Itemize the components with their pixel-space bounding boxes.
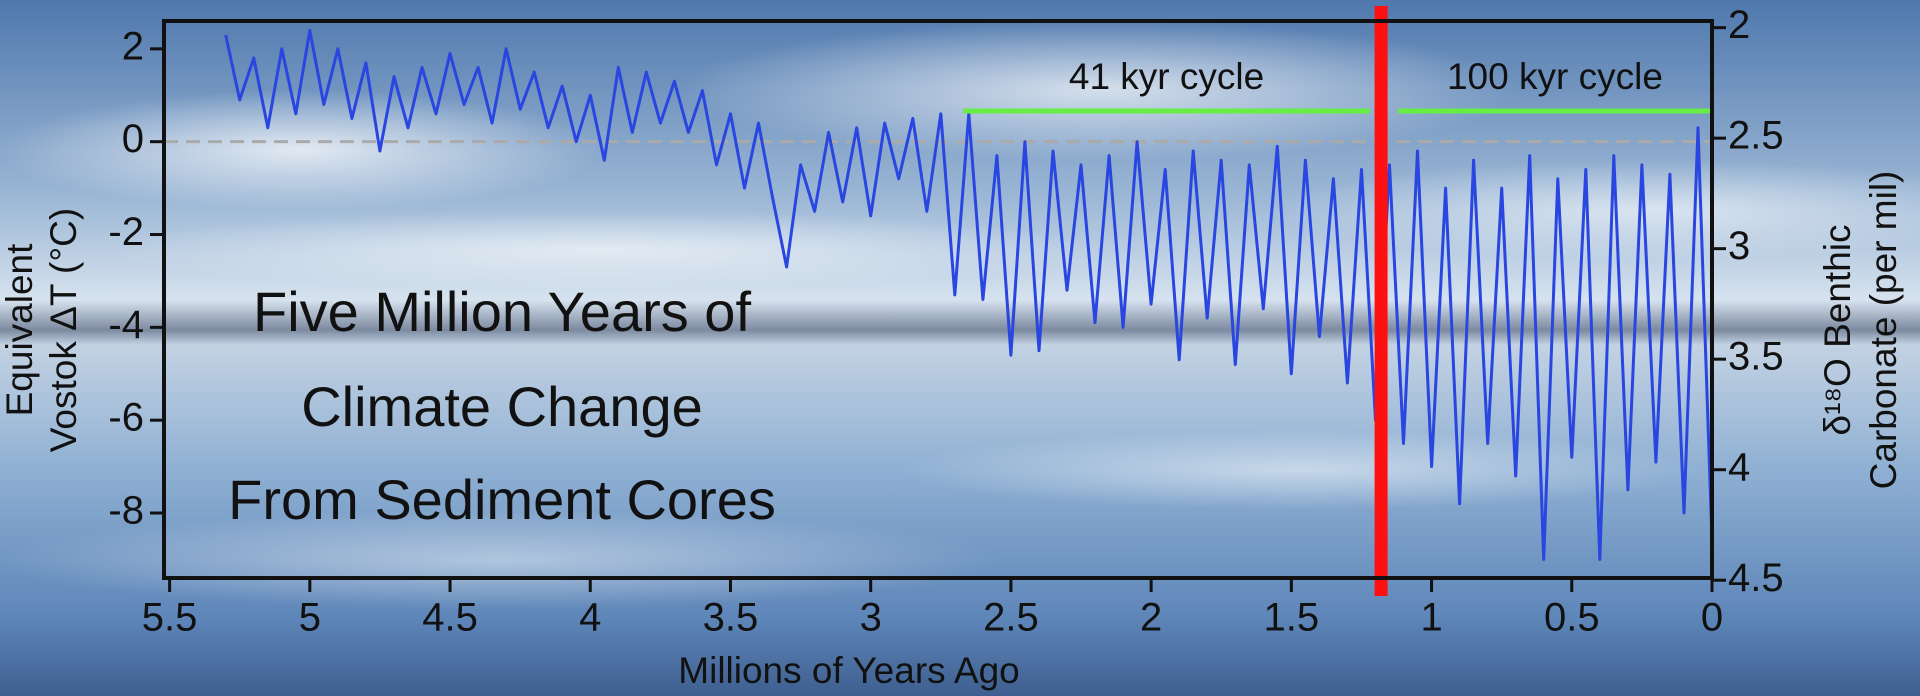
y-tick-label: 2	[122, 24, 144, 68]
y2-axis-label: Carbonate (per mil)	[1863, 171, 1904, 490]
x-tick-label: 1	[1420, 596, 1442, 640]
annotation: From Sediment Cores	[228, 468, 776, 531]
x-tick-label: 2	[1140, 596, 1162, 640]
y-tick-label: 0	[122, 117, 144, 161]
y2-tick-label: 4	[1728, 445, 1750, 489]
y2-tick-label: 4.5	[1728, 556, 1784, 600]
x-tick-label: 3	[860, 596, 882, 640]
y-tick-label: -6	[108, 396, 144, 440]
y2-tick-label: 3.5	[1728, 335, 1784, 379]
y-tick-label: -8	[108, 489, 144, 533]
x-tick-label: 5.5	[142, 596, 198, 640]
y-tick-label: -2	[108, 210, 144, 254]
y2-tick-label: 2.5	[1728, 114, 1784, 158]
annotation: Climate Change	[301, 375, 703, 438]
x-tick-label: 4.5	[422, 596, 478, 640]
annotation: Five Million Years of	[253, 280, 751, 343]
cycle-label: 41 kyr cycle	[1069, 56, 1264, 97]
cycle-label: 100 kyr cycle	[1447, 56, 1663, 97]
x-tick-label: 0	[1701, 596, 1723, 640]
page: Five Million Years of Climate Change Fro…	[0, 0, 1920, 696]
y-tick-label: -4	[108, 303, 144, 347]
chart: Five Million Years of Climate Change Fro…	[0, 0, 1920, 696]
x-tick-label: 0.5	[1544, 596, 1600, 640]
y2-axis-label: δ¹⁸O Benthic	[1817, 225, 1858, 436]
y-axis-label: Vostok ΔT (°C)	[43, 208, 84, 452]
y2-tick-label: 3	[1728, 224, 1750, 268]
y2-tick-label: 2	[1728, 3, 1750, 47]
x-axis-label: Millions of Years Ago	[678, 650, 1019, 691]
y-axis-label: Equivalent	[0, 243, 40, 417]
x-tick-label: 5	[299, 596, 321, 640]
x-tick-label: 1.5	[1264, 596, 1320, 640]
x-tick-label: 4	[579, 596, 601, 640]
x-tick-label: 2.5	[983, 596, 1039, 640]
x-tick-label: 3.5	[703, 596, 759, 640]
